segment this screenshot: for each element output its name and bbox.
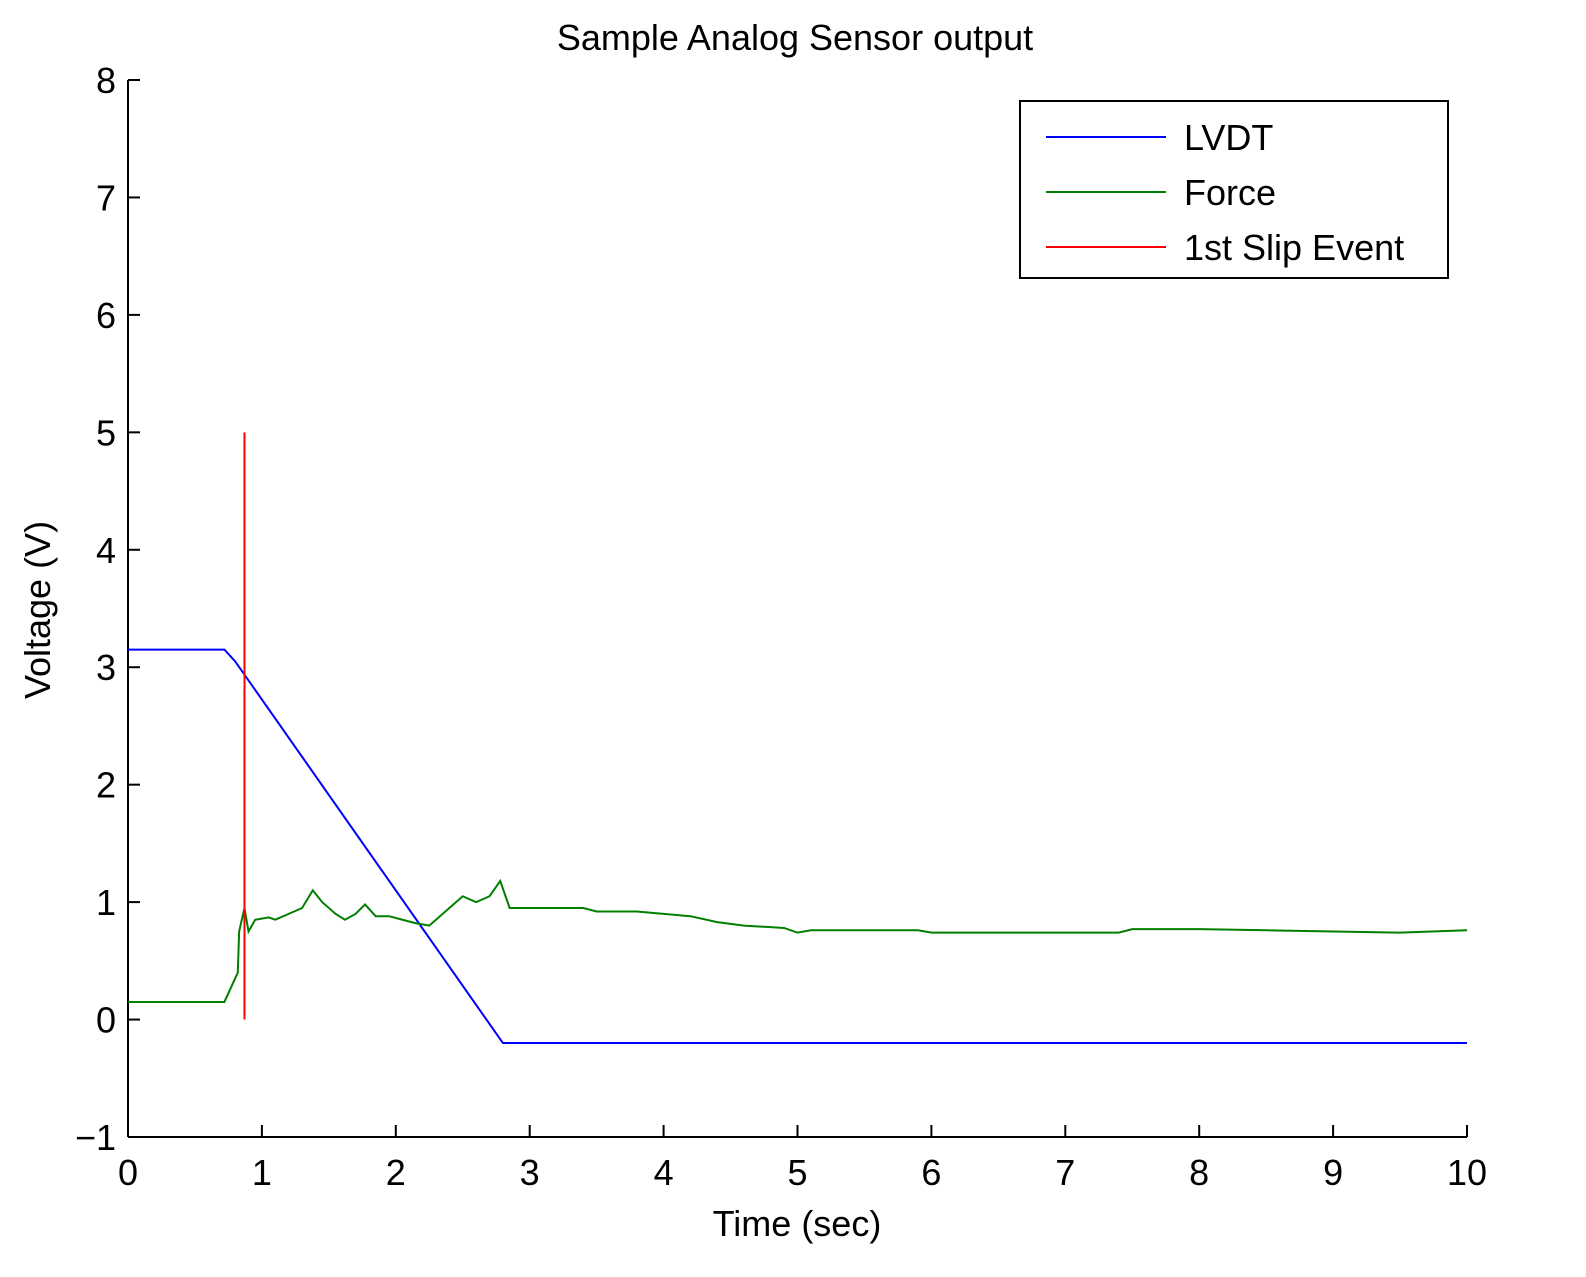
y-tick-label: −1 [75, 1117, 116, 1158]
x-tick-label: 4 [654, 1152, 674, 1193]
y-axis-label: Voltage (V) [17, 521, 58, 699]
y-tick-label: 3 [96, 647, 116, 688]
y-tick-label: 1 [96, 882, 116, 923]
x-tick-label: 0 [118, 1152, 138, 1193]
x-tick-label: 6 [921, 1152, 941, 1193]
legend-label: Force [1184, 172, 1276, 213]
legend-label: 1st Slip Event [1184, 227, 1404, 268]
x-tick-label: 2 [386, 1152, 406, 1193]
chart-title: Sample Analog Sensor output [557, 17, 1033, 58]
y-tick-label: 5 [96, 412, 116, 453]
x-axis-label: Time (sec) [713, 1203, 882, 1244]
y-tick-label: 2 [96, 765, 116, 806]
x-tick-label: 10 [1447, 1152, 1487, 1193]
series-line [128, 648, 1467, 1045]
legend-label: LVDT [1184, 117, 1273, 158]
y-tick-label: 6 [96, 295, 116, 336]
x-tick-label: 5 [787, 1152, 807, 1193]
x-tick-label: 1 [252, 1152, 272, 1193]
y-tick-label: 7 [96, 177, 116, 218]
series-line [128, 878, 1468, 1003]
y-tick-label: 4 [96, 530, 116, 571]
x-tick-label: 7 [1055, 1152, 1075, 1193]
y-tick-label: 0 [96, 1000, 116, 1041]
x-tick-label: 9 [1323, 1152, 1343, 1193]
x-tick-label: 8 [1189, 1152, 1209, 1193]
y-tick-label: 8 [96, 60, 116, 101]
legend-box [1019, 100, 1449, 279]
x-tick-label: 3 [520, 1152, 540, 1193]
